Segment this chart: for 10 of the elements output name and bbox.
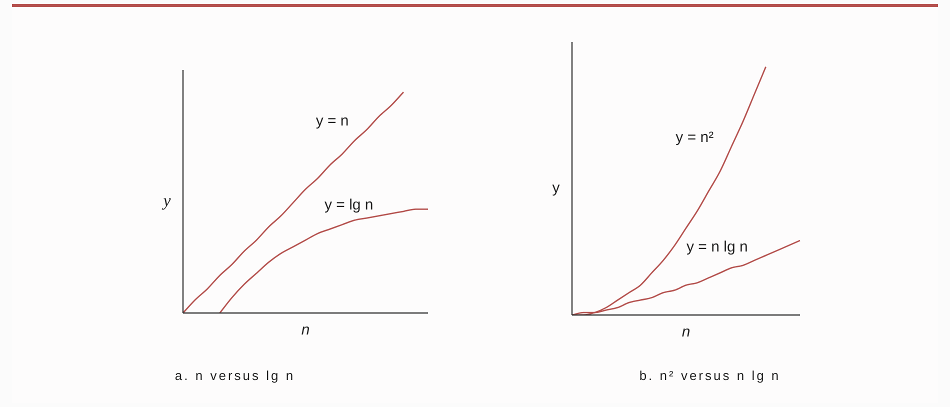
text: a. n versus lg n: [174, 368, 296, 383]
series-label: y = n lg n: [686, 238, 748, 256]
x-axis-title: n: [682, 324, 690, 341]
series-label: y = lg n: [324, 196, 374, 214]
text: b. n² versus n lg n: [638, 368, 782, 383]
y-axis-title: y: [161, 190, 172, 210]
series-label: y = n: [316, 112, 349, 130]
series-label: y = n²: [676, 129, 714, 146]
x-axis-title: n: [301, 322, 310, 339]
y-axis-title: y: [552, 180, 560, 197]
